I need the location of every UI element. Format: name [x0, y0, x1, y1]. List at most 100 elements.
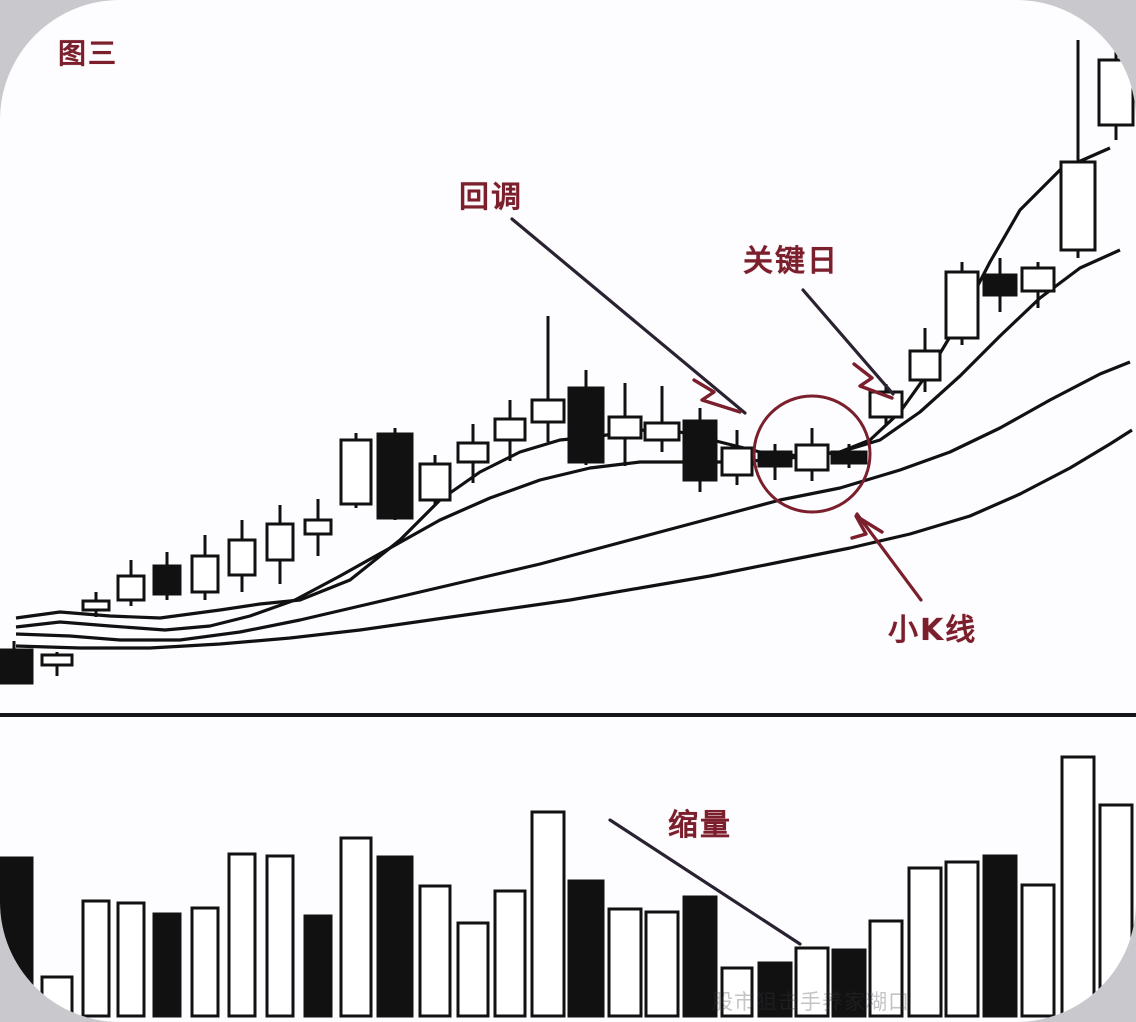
- candle-body: [418, 462, 452, 502]
- candle: [1059, 40, 1097, 258]
- ma-line-ma20: [15, 360, 1131, 642]
- candle: [908, 328, 942, 392]
- volume-bar: [720, 966, 754, 1018]
- pullback-arrow-head: [692, 378, 742, 414]
- candle: [418, 455, 452, 506]
- candle-body: [0, 648, 34, 685]
- volume-bar: [376, 855, 414, 1018]
- candle: [982, 258, 1018, 312]
- candle: [116, 560, 146, 606]
- candle-body: [720, 446, 754, 477]
- annotation-small-k: 小K线: [888, 613, 978, 648]
- candle-body: [456, 441, 490, 464]
- candle-body: [944, 270, 980, 340]
- candle-body: [982, 273, 1018, 297]
- candle: [1020, 262, 1056, 308]
- candle: [303, 499, 333, 556]
- candle: [0, 641, 34, 685]
- candle-body: [830, 450, 868, 465]
- candle-body: [303, 518, 333, 536]
- volume-bar: [907, 866, 943, 1018]
- volume-bar: [1020, 883, 1056, 1018]
- candle-body: [682, 419, 718, 482]
- volume-bar: [81, 899, 111, 1018]
- ma-line-ma5: [15, 146, 1111, 620]
- candle-body: [152, 564, 182, 596]
- volume-bar: [265, 854, 295, 1018]
- pullback-arrow-shaft: [510, 217, 747, 415]
- volume-bar: [944, 860, 980, 1018]
- candle-body: [607, 415, 643, 440]
- candle-body: [190, 554, 220, 594]
- volume-bar: [227, 852, 257, 1018]
- volume-bar: [1060, 755, 1096, 1018]
- volume-bar: [530, 810, 566, 1018]
- candle-body: [376, 432, 414, 520]
- low-volume-line: [608, 818, 802, 946]
- candle: [152, 552, 182, 600]
- candle-body: [227, 538, 257, 577]
- candle-body: [1020, 266, 1056, 293]
- candle: [830, 444, 868, 468]
- candle-body: [40, 653, 74, 667]
- candle: [339, 433, 373, 508]
- volume-bar: [493, 889, 527, 1018]
- annotation-pullback: 回调: [459, 180, 523, 215]
- candle: [607, 383, 643, 466]
- volume-bar: [607, 907, 643, 1018]
- volume-bar: [1098, 803, 1134, 1018]
- candle-body: [265, 522, 295, 562]
- volume-bar: [418, 884, 452, 1018]
- annotation-key-day: 关键日: [743, 244, 839, 279]
- volume-bar: [40, 975, 74, 1018]
- candle-body: [339, 438, 373, 506]
- annotation-low-volume: 缩量: [668, 808, 732, 843]
- key-day-arrow-shaft: [801, 288, 895, 396]
- candle-body: [116, 574, 146, 602]
- volume-bar: [190, 906, 220, 1018]
- ma-line-ma10: [15, 248, 1121, 632]
- candle: [794, 428, 830, 481]
- candle-body: [81, 599, 111, 612]
- key-day-arrow-head: [852, 362, 894, 400]
- candle-body: [1059, 160, 1097, 252]
- page-title: 图三: [58, 37, 119, 70]
- candle: [493, 400, 527, 461]
- candle: [682, 408, 718, 492]
- candle: [227, 520, 257, 592]
- volume-bar: [868, 919, 904, 1018]
- candle: [643, 386, 681, 452]
- volume-bar: [152, 912, 182, 1018]
- candle-body: [493, 417, 527, 442]
- small-k-arrow-shaft: [855, 512, 923, 602]
- candle-body: [567, 386, 605, 464]
- volume-bar: [757, 961, 793, 1018]
- volume-bar: [339, 836, 373, 1018]
- volume-bar: [116, 901, 146, 1018]
- candle: [720, 430, 754, 485]
- volume-series: [0, 755, 1134, 1018]
- candle: [567, 370, 605, 465]
- candle: [376, 428, 414, 520]
- candle-body: [643, 421, 681, 442]
- candle: [944, 262, 980, 345]
- volume-bar: [682, 895, 718, 1018]
- volume-bar: [794, 946, 830, 1018]
- candlestick-series: [0, 18, 1135, 685]
- candle-body: [908, 349, 942, 382]
- candle-body: [1097, 58, 1135, 127]
- candle: [530, 316, 566, 442]
- small-k-arrow-head: [850, 514, 884, 540]
- volume-bar: [831, 948, 867, 1018]
- watermark: 股市狙击手养家糊口: [712, 990, 910, 1014]
- volume-bar: [982, 854, 1018, 1018]
- candle-body: [530, 398, 566, 424]
- candle: [190, 535, 220, 600]
- annotation-arrows: [510, 217, 923, 946]
- volume-bar: [456, 921, 490, 1018]
- volume-bar: [303, 914, 333, 1018]
- volume-bar: [0, 856, 34, 1018]
